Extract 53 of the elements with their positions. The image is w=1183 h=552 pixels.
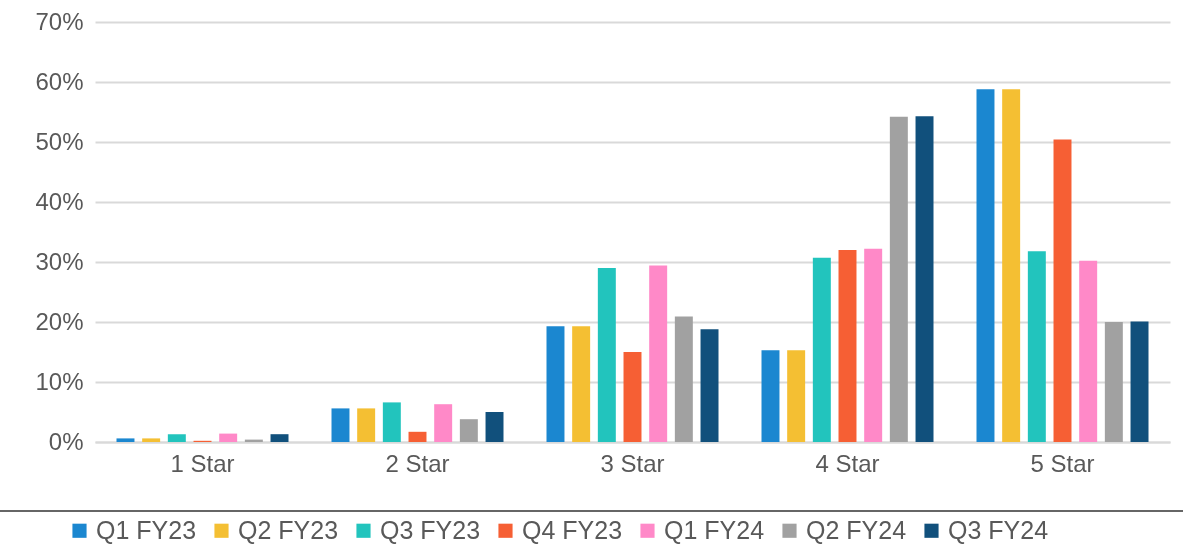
bar — [761, 350, 780, 442]
bar — [1002, 89, 1021, 442]
bar — [408, 431, 427, 442]
bar — [597, 268, 616, 442]
bar — [787, 350, 806, 442]
bar — [485, 412, 504, 442]
bar — [1053, 139, 1072, 442]
bar — [167, 434, 186, 442]
bar — [976, 89, 995, 442]
y-tick-label: 0% — [48, 427, 84, 455]
x-tick-label: 5 Star — [1030, 449, 1095, 477]
legend-label: Q4 FY23 — [522, 515, 623, 544]
bar — [546, 326, 565, 442]
y-tick-label: 40% — [35, 187, 84, 215]
y-tick-label: 20% — [35, 307, 84, 335]
bar — [1027, 251, 1046, 442]
bar — [459, 419, 478, 442]
bar — [889, 116, 908, 442]
x-tick-label: 1 Star — [170, 449, 235, 477]
bar — [649, 265, 668, 442]
y-tick-label: 60% — [35, 67, 84, 95]
bar — [1079, 260, 1098, 442]
x-tick-label: 2 Star — [385, 449, 450, 477]
bar — [270, 434, 289, 442]
bar — [1130, 321, 1149, 442]
legend-label: Q1 FY24 — [664, 515, 765, 544]
bar — [116, 438, 135, 442]
x-tick-label: 4 Star — [815, 449, 880, 477]
bar — [674, 316, 693, 442]
bar — [357, 408, 376, 442]
y-tick-label: 30% — [35, 247, 84, 275]
legend-label: Q1 FY23 — [96, 515, 197, 544]
bar — [331, 408, 350, 442]
legend-label: Q3 FY24 — [948, 515, 1049, 544]
bar — [700, 329, 719, 442]
y-tick-label: 10% — [35, 367, 84, 395]
bar — [915, 116, 934, 442]
x-tick-label: 3 Star — [600, 449, 665, 477]
legend-label: Q3 FY23 — [380, 515, 481, 544]
bar — [219, 433, 238, 442]
legend-label: Q2 FY24 — [806, 515, 907, 544]
bar — [142, 438, 161, 442]
bar — [1104, 322, 1123, 442]
bar — [812, 257, 831, 442]
y-tick-label: 50% — [35, 127, 84, 155]
bar — [623, 352, 642, 442]
bar — [572, 326, 591, 442]
bar — [864, 248, 883, 442]
bar — [434, 404, 453, 442]
bar — [382, 402, 401, 442]
bar — [838, 250, 857, 442]
legend-label: Q2 FY23 — [238, 515, 339, 544]
y-tick-label: 70% — [35, 7, 84, 35]
